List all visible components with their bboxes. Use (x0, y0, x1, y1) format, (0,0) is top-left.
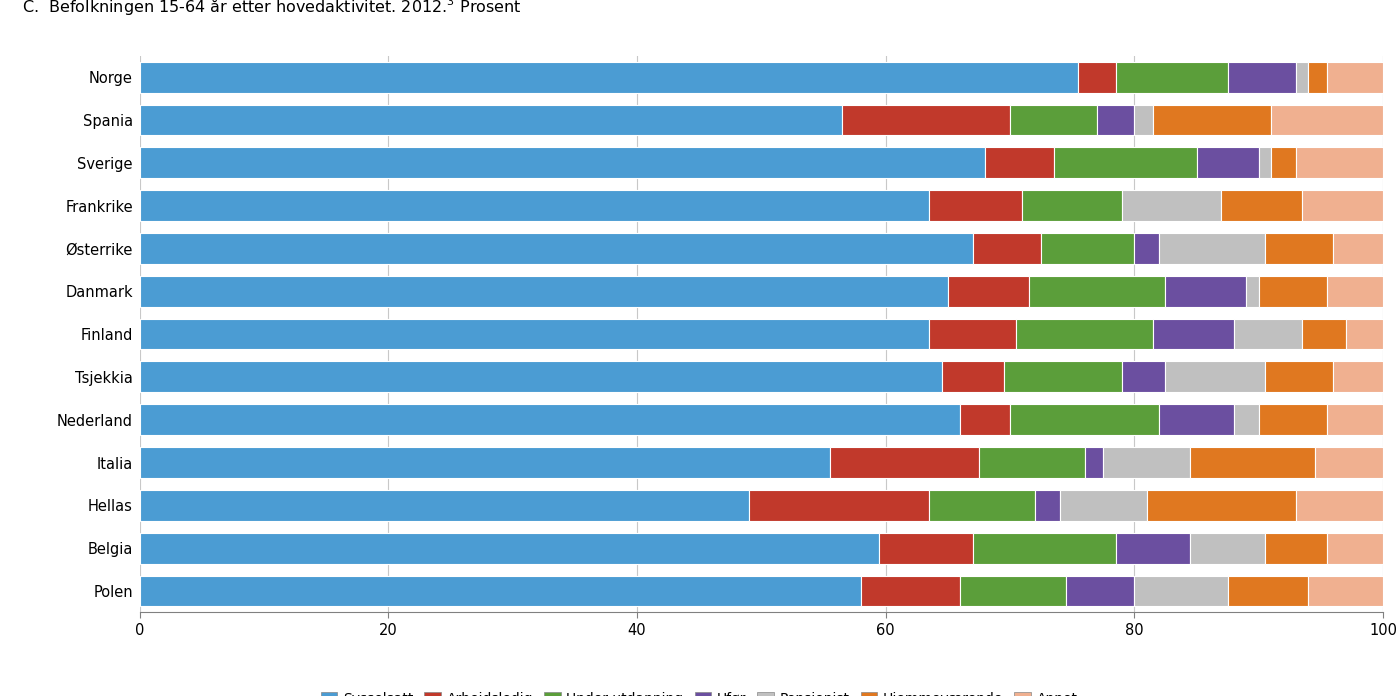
Bar (960, 576, 1066, 606)
Bar (929, 490, 1035, 521)
Bar (1302, 319, 1345, 349)
Bar (1023, 190, 1122, 221)
Bar (1060, 490, 1147, 521)
Bar (1066, 576, 1134, 606)
Bar (140, 62, 1078, 93)
Bar (1097, 104, 1134, 135)
Bar (140, 276, 947, 307)
Bar (1010, 404, 1160, 435)
Bar (1084, 447, 1104, 478)
Bar (140, 148, 985, 178)
Bar (1228, 62, 1296, 93)
Bar (929, 190, 1023, 221)
Bar (1190, 447, 1315, 478)
Bar (140, 404, 960, 435)
Bar (1116, 62, 1228, 93)
Bar (1327, 62, 1383, 93)
Bar (749, 490, 929, 521)
Bar (1190, 533, 1264, 564)
Bar (1315, 447, 1383, 478)
Bar (1116, 533, 1190, 564)
Bar (140, 190, 929, 221)
Bar (1259, 276, 1327, 307)
Bar (1010, 104, 1097, 135)
Bar (1078, 62, 1116, 93)
Bar (1104, 447, 1190, 478)
Bar (1160, 233, 1264, 264)
Bar (1160, 404, 1234, 435)
Bar (1309, 576, 1383, 606)
Bar (140, 319, 929, 349)
Text: C.  Befolkningen 15-64 år etter hovedaktivitet. 2012.$^3$ Prosent: C. Befolkningen 15-64 år etter hovedakti… (21, 0, 521, 17)
Bar (140, 361, 942, 393)
Bar (1264, 361, 1333, 393)
Bar (1271, 148, 1296, 178)
Bar (140, 104, 842, 135)
Bar (1234, 319, 1302, 349)
Bar (1345, 319, 1383, 349)
Bar (1041, 233, 1134, 264)
Bar (1016, 319, 1153, 349)
Bar (1259, 148, 1271, 178)
Bar (1333, 361, 1383, 393)
Bar (861, 576, 960, 606)
Bar (1196, 148, 1259, 178)
Bar (1221, 190, 1302, 221)
Bar (1122, 190, 1221, 221)
Bar (972, 233, 1041, 264)
Bar (1228, 576, 1309, 606)
Bar (1264, 533, 1327, 564)
Bar (830, 447, 979, 478)
Bar (1234, 404, 1259, 435)
Bar (140, 576, 861, 606)
Bar (929, 319, 1016, 349)
Bar (1165, 276, 1246, 307)
Bar (140, 490, 749, 521)
Bar (1028, 276, 1165, 307)
Bar (1271, 104, 1383, 135)
Bar (1153, 104, 1271, 135)
Bar (1302, 190, 1383, 221)
Bar (1296, 148, 1383, 178)
Bar (1264, 233, 1333, 264)
Bar (1309, 62, 1327, 93)
Bar (140, 233, 972, 264)
Bar (880, 533, 972, 564)
Bar (947, 276, 1028, 307)
Bar (1122, 361, 1165, 393)
Bar (1134, 104, 1153, 135)
Bar (972, 533, 1116, 564)
Bar (960, 404, 1010, 435)
Bar (1327, 533, 1383, 564)
Bar (979, 447, 1084, 478)
Bar (842, 104, 1010, 135)
Bar (1165, 361, 1264, 393)
Bar (1333, 233, 1383, 264)
Legend: Sysselsatt, Arbeidsledig, Under utdanning, Ufør, Pensjonist, Hjemmeværende, Anne: Sysselsatt, Arbeidsledig, Under utdannin… (321, 692, 1077, 696)
Bar (140, 533, 880, 564)
Bar (1153, 319, 1234, 349)
Bar (1259, 404, 1327, 435)
Bar (1296, 490, 1383, 521)
Bar (1035, 490, 1060, 521)
Bar (1327, 276, 1383, 307)
Bar (985, 148, 1053, 178)
Bar (1147, 490, 1296, 521)
Bar (1004, 361, 1122, 393)
Bar (140, 447, 830, 478)
Bar (1053, 148, 1196, 178)
Bar (1134, 576, 1228, 606)
Bar (1296, 62, 1309, 93)
Bar (1134, 233, 1160, 264)
Bar (1327, 404, 1383, 435)
Bar (1246, 276, 1259, 307)
Bar (942, 361, 1004, 393)
